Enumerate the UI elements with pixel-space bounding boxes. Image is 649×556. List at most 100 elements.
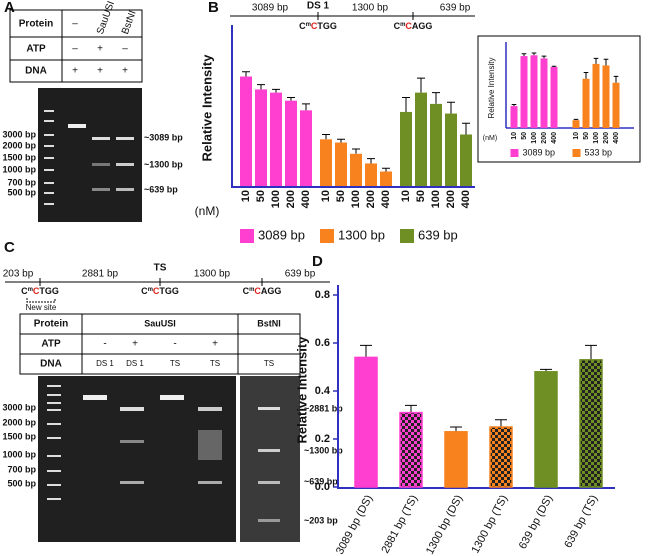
cell: TS xyxy=(264,359,274,368)
bar xyxy=(399,411,423,488)
x-tick-label: 400 xyxy=(380,190,392,208)
cell: – xyxy=(122,44,128,55)
legend-swatch xyxy=(240,229,254,243)
bar xyxy=(255,89,267,186)
cell: + xyxy=(97,44,103,55)
x-tick-label: 100 xyxy=(593,132,600,144)
dna-map xyxy=(230,12,475,20)
error-bar xyxy=(367,158,375,164)
bar xyxy=(285,100,297,186)
x-prefix: (nM) xyxy=(195,204,220,218)
bar xyxy=(320,139,332,186)
band-label: ~203 bp xyxy=(304,515,338,525)
x-tick-label: 50 xyxy=(583,132,590,140)
legend-label: 639 bp xyxy=(418,227,458,242)
x-tick-label: 1300 bp (DS) xyxy=(424,493,465,556)
bar xyxy=(270,92,282,186)
error-bar xyxy=(432,92,440,104)
error-bar xyxy=(272,88,280,93)
x-tick-label: 200 xyxy=(603,132,610,144)
bar xyxy=(592,63,600,128)
site: CmCAGG xyxy=(243,286,282,296)
site: CmCTGG xyxy=(21,286,59,296)
x-tick-label: 50 xyxy=(255,190,267,202)
error-bar xyxy=(593,57,599,64)
error-bar xyxy=(495,419,507,427)
site-part: C xyxy=(33,286,40,296)
site-part: TGG xyxy=(317,21,337,31)
x-tick-label: 2881 bp (TS) xyxy=(379,493,420,555)
bar xyxy=(572,120,580,128)
error-bar xyxy=(302,103,310,111)
column-label: SauUSI xyxy=(95,0,117,36)
y-axis-label: Relative Intensity xyxy=(487,58,496,119)
x-tick-label: 50 xyxy=(335,190,347,202)
x-tick-label: 10 xyxy=(400,190,412,202)
ladder-label: 1000 bp xyxy=(2,449,36,459)
x-prefix: (nM) xyxy=(483,135,497,142)
error-bar xyxy=(541,55,547,59)
x-tick-label: 50 xyxy=(521,132,528,140)
legend-swatch xyxy=(510,149,519,157)
legend-swatch xyxy=(572,149,581,157)
ladder-label: 1000 bp xyxy=(2,164,36,174)
fragment-label: 1300 bp xyxy=(194,269,231,280)
site-part: AGG xyxy=(412,21,433,31)
error-bar xyxy=(551,65,557,68)
cell: + xyxy=(97,66,103,77)
cell: + xyxy=(72,66,78,77)
inset-frame xyxy=(477,35,641,163)
site-part: TGG xyxy=(159,286,179,296)
error-bar xyxy=(603,58,609,66)
error-bar xyxy=(382,167,390,172)
x-tick-label: 200 xyxy=(285,190,297,208)
error-bar xyxy=(257,84,265,90)
y-axis-label: Relative Intensity xyxy=(199,54,214,162)
fragment-label: 639 bp xyxy=(285,269,316,280)
site-part: C xyxy=(311,21,318,31)
error-bar xyxy=(402,96,410,112)
x-tick-label: 200 xyxy=(445,190,457,208)
y-tick-label: 0.0 xyxy=(315,481,330,493)
x-tick-label: 100 xyxy=(270,190,282,208)
bar xyxy=(612,82,620,128)
bar xyxy=(415,92,427,186)
fragment-label: 2881 bp xyxy=(82,269,119,280)
axis xyxy=(231,25,475,188)
site-part: AGG xyxy=(261,286,282,296)
x-tick-label: 400 xyxy=(300,190,312,208)
bar xyxy=(530,55,538,128)
x-tick-label: 10 xyxy=(320,190,332,202)
error-bar xyxy=(531,52,537,56)
x-tick-label: 10 xyxy=(573,132,580,140)
cell: - xyxy=(173,339,176,350)
construct-name: TS xyxy=(154,263,167,274)
bar xyxy=(510,106,518,128)
legend-label: 533 bp xyxy=(585,147,613,157)
y-tick-label: 0.4 xyxy=(315,385,331,397)
ladder-label: 1500 bp xyxy=(2,152,36,162)
cell: DS 1 xyxy=(96,359,114,368)
site-part: m xyxy=(148,287,153,293)
site-part: C xyxy=(21,286,28,296)
bar xyxy=(380,171,392,186)
ladder-label: 700 bp xyxy=(7,464,36,474)
fragment-label: 639 bp xyxy=(440,3,471,14)
ladder-label: 700 bp xyxy=(7,177,36,187)
error-bar xyxy=(462,122,470,135)
fragment-label: 3089 bp xyxy=(252,3,289,14)
error-bar xyxy=(583,71,589,79)
site-part: C xyxy=(254,286,261,296)
band-label: ~639 bp xyxy=(304,476,338,486)
site-part: C xyxy=(405,21,412,31)
site-part: C xyxy=(394,21,401,31)
x-tick-label: 100 xyxy=(350,190,362,208)
gel xyxy=(38,376,300,542)
error-bar xyxy=(242,71,250,77)
table-c xyxy=(19,313,301,375)
x-tick-label: 639 bp (DS) xyxy=(517,493,555,551)
site: CmCAGG xyxy=(394,21,433,31)
error-bar xyxy=(337,138,345,143)
annotation: New site xyxy=(26,303,57,312)
